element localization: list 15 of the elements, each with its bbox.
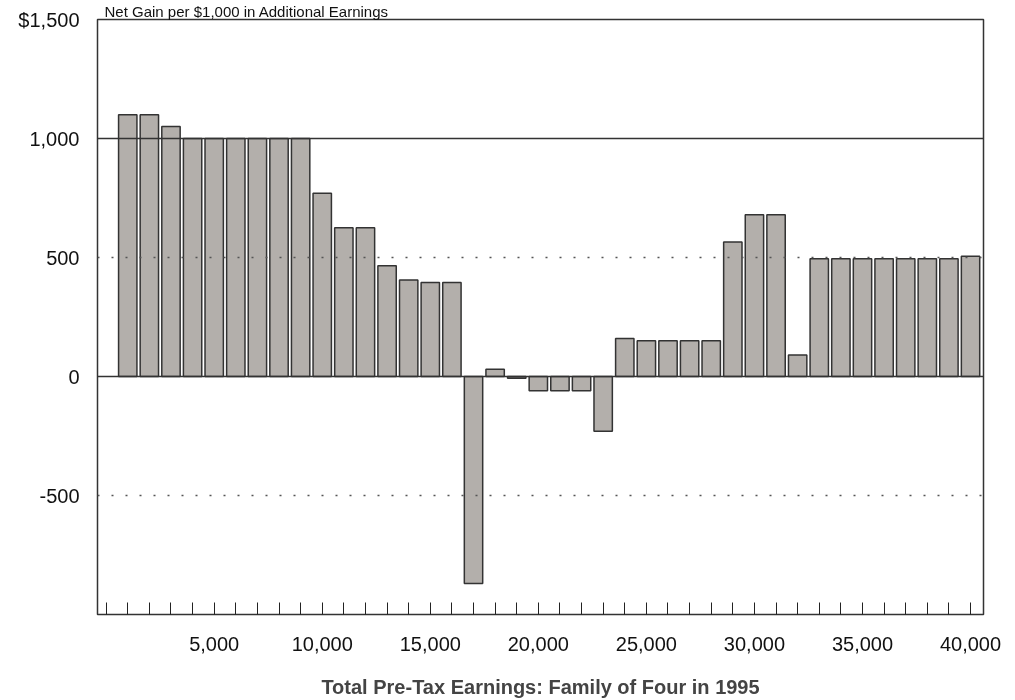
y-axis-title: Net Gain per $1,000 in Additional Earnings [104,2,389,20]
x-tick-label: 35,000 [831,632,894,655]
x-tick-label: 30,000 [723,632,786,655]
x-tick-label: 20,000 [507,632,569,655]
y-tick-label: $1,500 [18,8,80,31]
y-tick-label: 1,000 [29,127,80,150]
x-axis-title: Total Pre-Tax Earnings: Family of Four in 1995 [321,675,760,698]
x-tick-label: 25,000 [615,632,677,655]
x-tick-label: 10,000 [291,632,353,655]
y-tick-label: 0 [68,365,80,388]
x-tick-label: 5,000 [189,632,240,655]
y-tick-label: -500 [39,484,80,507]
y-tick-label: 500 [46,246,80,269]
x-tick-label: 15,000 [399,632,461,655]
x-tick-label: 40,000 [939,632,1002,655]
